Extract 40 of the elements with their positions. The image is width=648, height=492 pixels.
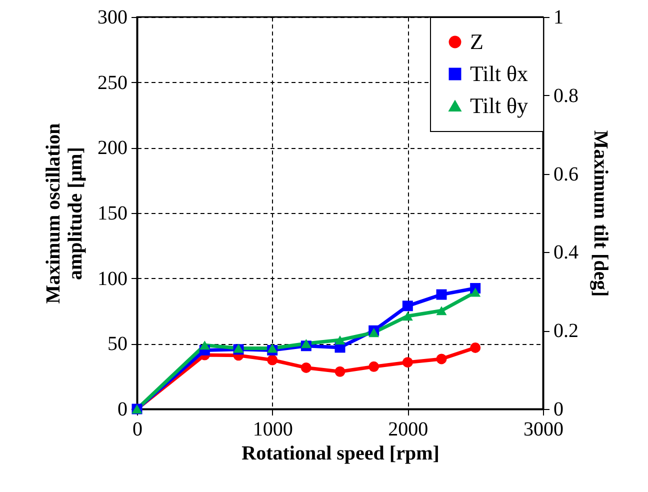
point: [436, 289, 447, 300]
x-axis-title: Rotational speed [rpm]: [242, 442, 440, 464]
x-tick-label: 0: [132, 418, 142, 440]
y-tick-label: 50: [108, 333, 128, 356]
point: [199, 340, 210, 350]
y2-tick-label: 0.4: [554, 242, 578, 264]
y2-axis-title: Maximum tilt [deg]: [590, 130, 612, 297]
point: [368, 361, 380, 372]
y-tick-label: 150: [98, 202, 128, 224]
legend-label: Z: [470, 29, 484, 54]
point: [470, 342, 481, 353]
point: [267, 344, 278, 353]
point: [300, 338, 312, 348]
y2-tick-label: 0.2: [554, 320, 578, 342]
x-tick-label: 2000: [388, 418, 428, 440]
point: [436, 306, 447, 316]
y-tick-label: 0: [118, 398, 128, 420]
point: [470, 288, 481, 297]
y2-tick-label: 0.6: [554, 163, 578, 186]
y2-tick-label: 0.8: [554, 84, 578, 107]
point: [402, 300, 413, 312]
point: [436, 354, 447, 364]
point: [300, 362, 312, 373]
point: [368, 328, 380, 338]
y-tick-label: 250: [98, 72, 128, 94]
y-tick-label: 300: [98, 6, 128, 28]
y2-tick-label: 0: [554, 398, 564, 420]
point: [267, 354, 278, 366]
y-tick-label: 200: [98, 137, 128, 160]
point: [334, 366, 346, 377]
y2-tick-label: 1: [554, 6, 564, 28]
point: [334, 335, 346, 345]
legend-label: Tilt θy: [470, 93, 528, 118]
x-tick-label: 3000: [524, 418, 564, 440]
y-axis-title: Maximum oscillation amplitude [μm]: [42, 123, 86, 304]
legend-label: Tilt θx: [470, 61, 528, 86]
point: [402, 357, 413, 368]
y-tick-label: 100: [98, 268, 128, 290]
x-tick-label: 1000: [252, 418, 293, 440]
point: [402, 312, 413, 321]
